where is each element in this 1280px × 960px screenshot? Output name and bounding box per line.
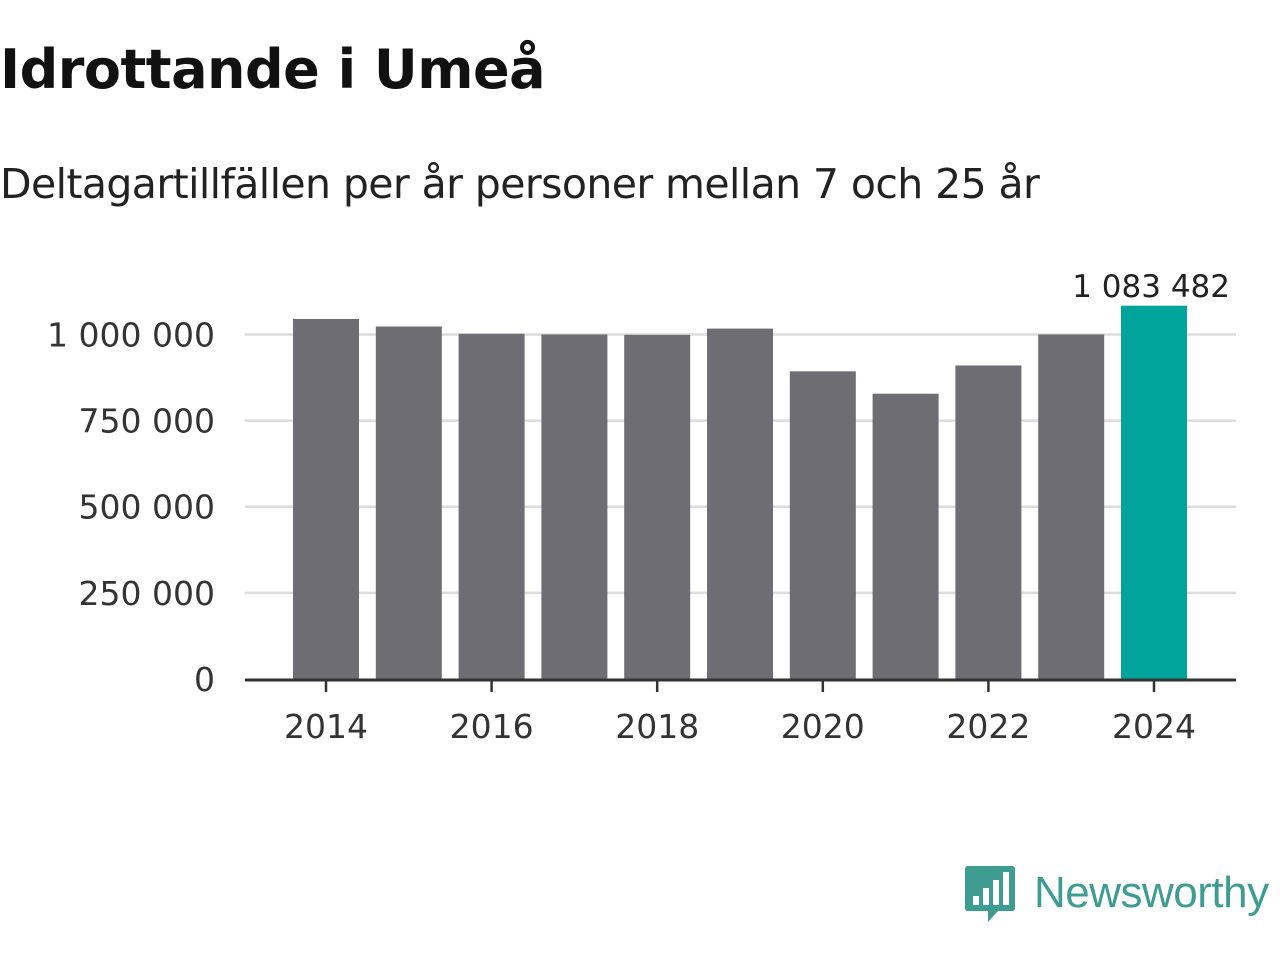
annotations: 1 083 482: [1072, 269, 1230, 305]
bar-2020: [789, 371, 856, 679]
x-axis-labels: 2014 2016 2018 2020 2022 2024: [284, 707, 1196, 746]
y-tick-label: 1 000 000: [47, 315, 215, 354]
bars: [293, 305, 1187, 679]
x-tick-label: 2022: [946, 707, 1030, 746]
y-tick-label: 750 000: [79, 402, 215, 441]
bar-2015: [375, 326, 442, 679]
bar-2014: [293, 318, 359, 679]
bar-2024: [1121, 305, 1187, 679]
bar-2018: [624, 334, 691, 679]
x-tick-label: 2018: [615, 707, 699, 746]
x-tick-label: 2024: [1112, 707, 1196, 746]
x-tick-label: 2020: [781, 707, 865, 746]
y-tick-label: 250 000: [79, 574, 215, 613]
chart-title: Idrottande i Umeå: [0, 38, 546, 101]
bar-chart-speech-bubble-icon: [965, 866, 1015, 922]
chart-subtitle: Deltagartillfällen per år personer mella…: [0, 160, 1040, 208]
bar-2022: [955, 365, 1022, 679]
bar-2016: [458, 333, 525, 679]
x-axis: [245, 678, 1236, 692]
data-label-2024: 1 083 482: [1072, 269, 1230, 305]
bar-2017: [541, 334, 608, 679]
y-tick-label: 0: [194, 660, 215, 699]
brand-name: Newsworthy: [1034, 868, 1269, 917]
x-tick-label: 2016: [450, 707, 534, 746]
bar-2021: [872, 393, 939, 679]
bar-2019: [707, 328, 773, 679]
x-tick-label: 2014: [284, 707, 368, 746]
y-tick-label: 500 000: [79, 488, 215, 527]
brand-logo: Newsworthy: [964, 862, 1269, 924]
y-axis-labels: 0 250 000 500 000 750 000 1 000 000: [47, 315, 215, 699]
bar-2023: [1038, 334, 1105, 679]
